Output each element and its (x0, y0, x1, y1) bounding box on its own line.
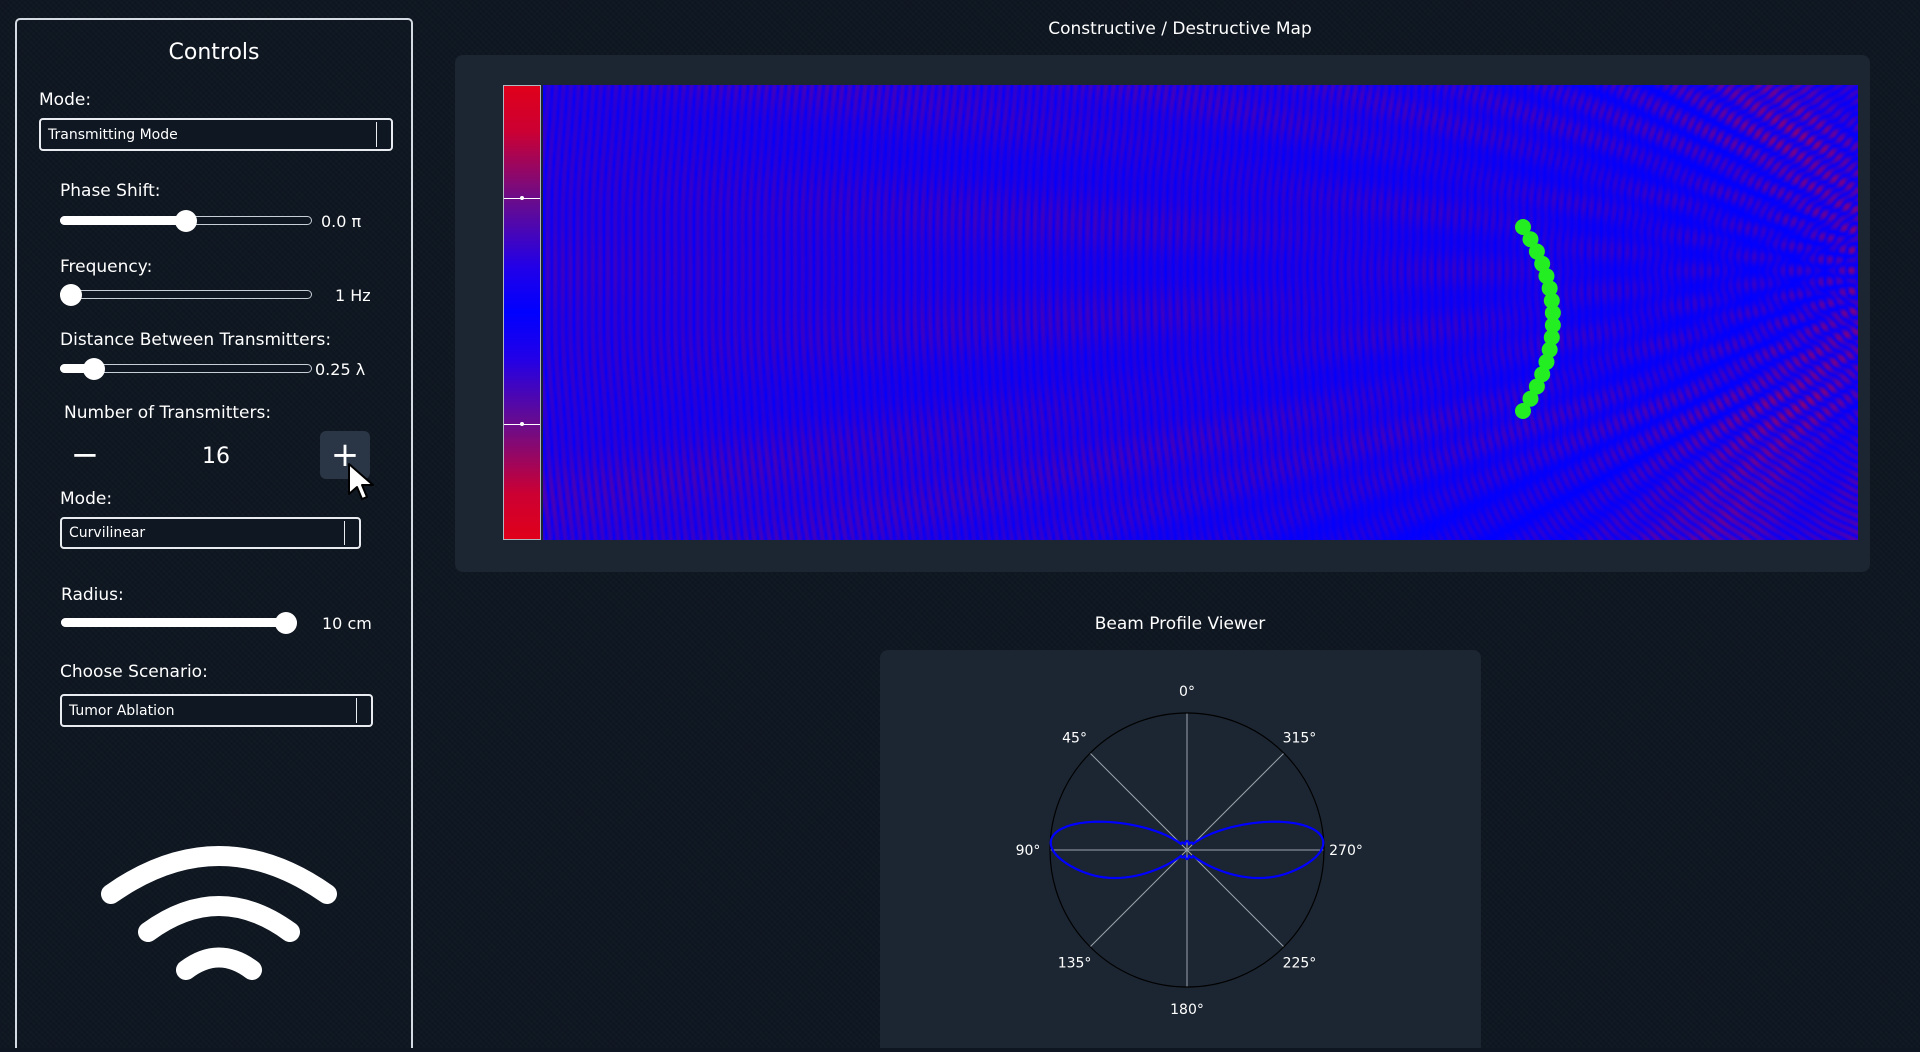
wifi-icon (101, 846, 337, 980)
transmitter-dot (1534, 366, 1551, 383)
decrease-transmitters-button[interactable]: − (70, 435, 100, 475)
mode-label: Mode: (39, 90, 92, 110)
polar-angle-label: 315° (1283, 731, 1317, 747)
polar-spoke (1186, 849, 1285, 948)
radius-slider[interactable] (61, 611, 297, 635)
polar-plot: 0° 45° 90° 135° 180° 225° 270° 315° (1016, 684, 1363, 1018)
transmitter-dot (1534, 255, 1551, 272)
colorbar (503, 85, 541, 540)
array-mode-select-value: Curvilinear (69, 525, 146, 541)
transmitter-dot (1528, 243, 1545, 260)
transmitter-count: 16 (202, 444, 230, 469)
transmitter-dot (1541, 341, 1558, 358)
slider-fill (60, 216, 186, 225)
polar-spoke (1089, 752, 1188, 851)
transmitters-label: Number of Transmitters: (64, 403, 272, 423)
distance-slider[interactable] (60, 357, 312, 381)
interference-map (503, 85, 1858, 540)
mode-select[interactable]: Transmitting Mode (39, 118, 393, 151)
slider-fill (60, 364, 94, 373)
scenario-select-value: Tumor Ablation (69, 702, 175, 719)
polar-angle-label: 45° (1062, 731, 1087, 747)
slider-thumb[interactable] (175, 210, 197, 232)
slider-fill (61, 618, 286, 627)
polar-angle-label: 225° (1283, 955, 1317, 971)
scenario-select[interactable]: Tumor Ablation (60, 694, 373, 727)
polar-angle-label: 90° (1016, 843, 1041, 859)
phase-shift-slider[interactable] (60, 209, 312, 233)
transmitter-array (1515, 219, 1561, 419)
select-divider (344, 521, 345, 545)
interference-heatmap[interactable] (543, 85, 1858, 540)
beam-title: Beam Profile Viewer (1094, 614, 1266, 634)
transmitter-dot (1522, 390, 1539, 407)
map-title: Constructive / Destructive Map (1048, 19, 1312, 39)
transmitter-dot (1541, 280, 1558, 297)
transmitter-dot (1543, 292, 1560, 309)
beam-panel: 0° 45° 90° 135° 180° 225° 270° 315° (880, 650, 1481, 1048)
polar-spoke (1089, 849, 1188, 948)
array-mode-label: Mode: (60, 489, 113, 509)
select-divider (356, 698, 357, 723)
controls-panel: Controls Mode: Transmitting Mode Phase S… (15, 18, 413, 1048)
mouse-cursor-icon (348, 463, 374, 500)
transmitter-dot (1528, 378, 1545, 395)
transmitter-dot (1538, 353, 1555, 370)
slider-thumb[interactable] (60, 284, 82, 306)
transmitter-dot (1515, 403, 1531, 419)
scenario-label: Choose Scenario: (60, 662, 208, 682)
frequency-value: 1 Hz (335, 286, 371, 305)
transmitter-dot (1538, 268, 1555, 285)
radius-value: 10 cm (322, 614, 372, 633)
distance-value: 0.25 λ (315, 360, 366, 379)
slider-track (60, 290, 312, 299)
phase-shift-label: Phase Shift: (60, 181, 161, 201)
distance-label: Distance Between Transmitters: (60, 330, 332, 350)
mode-select-value: Transmitting Mode (48, 126, 178, 143)
frequency-slider[interactable] (60, 283, 312, 307)
transmitter-dot (1544, 317, 1561, 334)
radius-label: Radius: (61, 585, 124, 605)
polar-outer-ring (1049, 712, 1325, 988)
polar-angle-label: 180° (1170, 1002, 1204, 1018)
beam-profile-trace (1049, 820, 1325, 880)
map-panel (455, 55, 1870, 572)
polar-angle-label: 135° (1058, 955, 1092, 971)
polar-angle-label: 270° (1329, 843, 1363, 859)
phase-shift-value: 0.0 π (321, 212, 362, 231)
polar-angle-label: 0° (1179, 684, 1195, 700)
slider-thumb[interactable] (83, 358, 105, 380)
frequency-label: Frequency: (60, 257, 153, 277)
transmitter-dot (1522, 231, 1539, 248)
array-mode-select[interactable]: Curvilinear (60, 517, 361, 549)
polar-spoke (1186, 752, 1285, 851)
slider-thumb[interactable] (275, 612, 297, 634)
colorbar-tick (504, 422, 540, 426)
transmitter-dot (1515, 219, 1531, 235)
select-divider (376, 122, 377, 147)
controls-title: Controls (168, 40, 260, 65)
transmitter-dot (1543, 329, 1560, 346)
colorbar-tick (504, 196, 540, 200)
transmitter-dot (1544, 304, 1561, 321)
